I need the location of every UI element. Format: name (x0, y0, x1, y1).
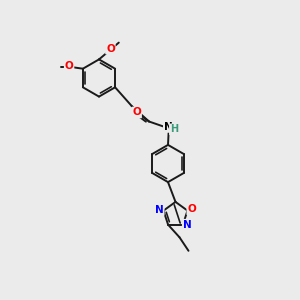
Text: O: O (65, 61, 74, 71)
Text: N: N (155, 205, 164, 215)
Text: O: O (187, 204, 196, 214)
Text: N: N (164, 122, 172, 132)
Text: N: N (183, 220, 191, 230)
Text: O: O (132, 107, 141, 118)
Text: O: O (106, 44, 115, 54)
Text: H: H (170, 124, 178, 134)
